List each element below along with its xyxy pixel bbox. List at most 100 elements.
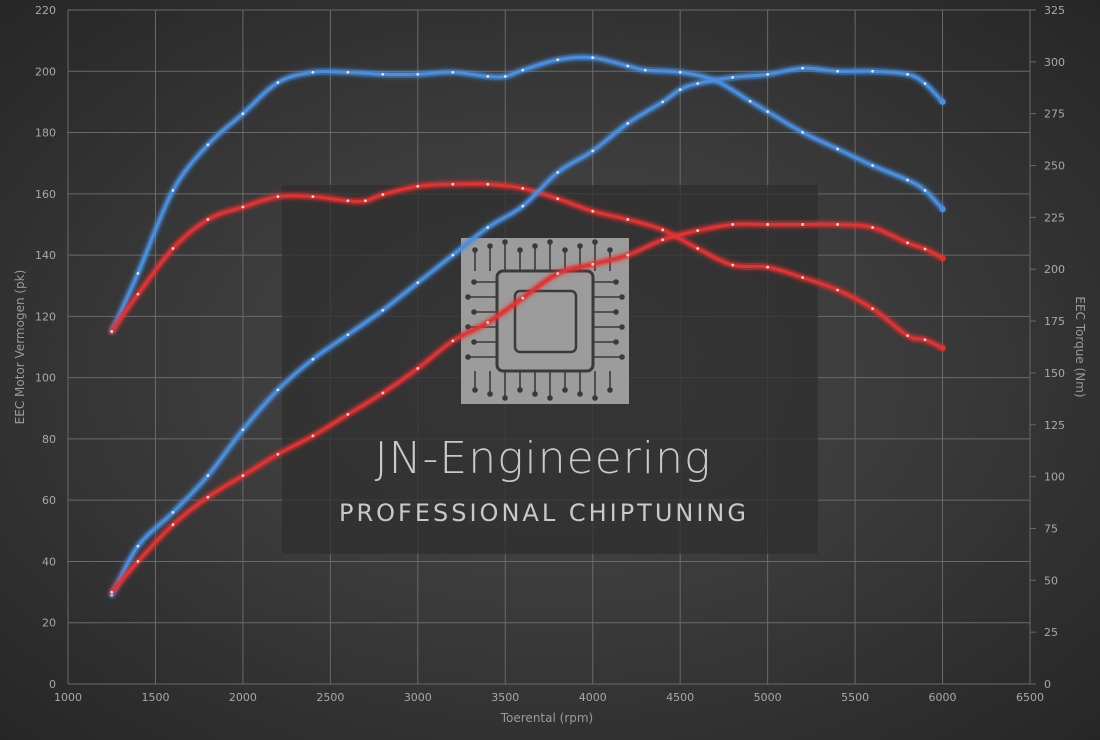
series-point [906,72,909,76]
series-point [311,195,315,199]
series-point [521,186,525,190]
chip-pad [577,391,583,397]
series-point [381,193,385,196]
series-point [906,241,909,245]
series-point [416,367,420,370]
series-point [311,434,315,438]
chip-pad [619,354,625,360]
series-point [871,164,874,167]
chip-pad [613,309,619,315]
series-end-point [939,255,946,262]
series-line-3 [110,222,945,594]
x-tick-label: 5500 [841,691,869,704]
series-point [416,184,420,188]
series-point [171,189,175,192]
x-tick-label: 2500 [316,691,344,704]
series-point [346,333,350,337]
chip-pad [619,294,625,300]
series-point [556,170,560,174]
series-point [871,307,874,311]
series-point [171,523,175,527]
chip-pad [592,239,598,245]
chip-pad [502,395,508,401]
series-line-0 [110,55,945,333]
watermark-subtitle: PROFESSIONAL CHIPTUNING [339,499,749,527]
y-tick-label: 80 [42,433,56,446]
series-point [363,199,367,203]
chip-pad [562,387,568,393]
x-tick-label: 3500 [491,691,519,704]
chip-pad [472,387,478,393]
series-point [801,276,805,279]
chip-pad [472,247,478,253]
series-point [276,452,280,456]
series-point [748,99,752,103]
series-point [626,64,630,68]
chip-pad [471,279,477,285]
y2-tick-label: 325 [1044,4,1065,17]
series-point [171,511,175,514]
chip-pad [613,339,619,345]
series-point [626,253,630,257]
y2-tick-label: 275 [1044,108,1065,121]
series-point [416,72,420,76]
y2-tick-label: 250 [1044,160,1065,173]
x-axis-title: Toerental (rpm) [500,711,593,725]
series-point [871,226,874,229]
chip-pad [613,279,619,285]
y-tick-label: 40 [42,555,56,568]
y-axis-title: EEC Motor Vermogen (pk) [13,270,27,425]
series-point [696,247,700,250]
chip-pad [532,391,538,397]
series-point [678,70,682,74]
y2-tick-label: 150 [1044,367,1065,380]
chip-pad [517,387,523,393]
x-tick-label: 2000 [229,691,257,704]
x-tick-label: 6000 [929,691,957,704]
series-point [381,391,385,395]
series-point [766,72,770,76]
series-point [906,178,909,182]
y-tick-label: 200 [35,65,56,78]
series-lines [108,53,947,599]
series-end-point [939,98,946,105]
series-point [731,223,735,226]
y-tick-label: 220 [35,4,56,17]
series-point [110,330,114,333]
series-point [110,590,114,594]
series-point [451,339,455,343]
series-point [923,82,927,85]
series-point [923,189,927,192]
series-point [486,226,490,229]
x-tick-label: 6500 [1016,691,1044,704]
y2-tick-label: 75 [1044,522,1058,535]
series-point [556,58,560,62]
chip-pad [577,243,583,249]
series-point [241,112,245,116]
y-tick-label: 120 [35,310,56,323]
series-point [276,388,280,392]
series-point [923,247,927,251]
y2-tick-label: 300 [1044,56,1065,69]
chip-pad [607,247,613,253]
series-point [626,218,630,221]
series-point [696,82,700,85]
series-point [591,149,595,153]
y2-tick-label: 50 [1044,574,1058,587]
series-point [591,209,595,213]
watermark-title: JN-Engineering [375,433,712,484]
x-tick-label: 1000 [54,691,82,704]
x-tick-label: 5000 [754,691,782,704]
series-point [451,70,455,74]
series-end-point [939,206,946,213]
series-point [136,560,140,563]
series-point [661,228,665,232]
watermark: JN-Engineering PROFESSIONAL CHIPTUNING [282,185,818,554]
series-point [556,197,560,201]
series-point [486,182,490,186]
series-point [801,223,805,226]
series-point [136,544,140,548]
y-tick-label: 140 [35,249,56,262]
x-tick-label: 1500 [141,691,169,704]
